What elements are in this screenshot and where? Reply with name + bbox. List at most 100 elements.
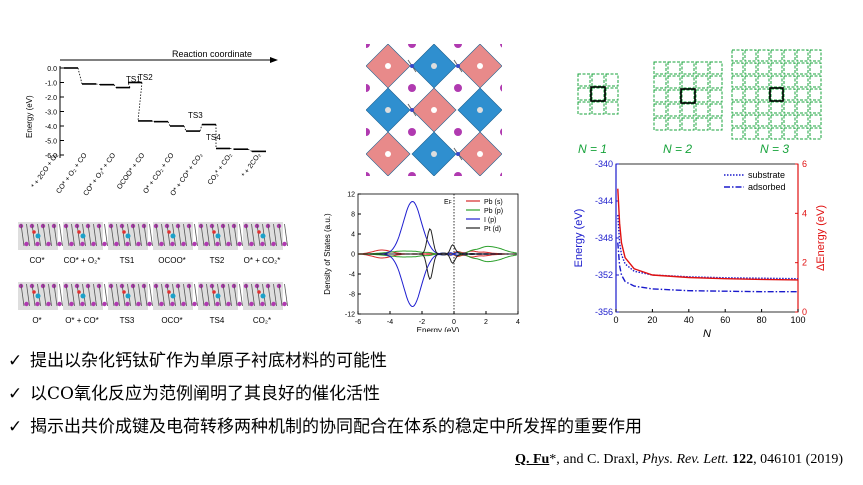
- grid-cell: [681, 103, 695, 117]
- bond: [233, 223, 238, 247]
- structure-snapshot: [243, 222, 288, 250]
- grid-cell: [809, 114, 822, 127]
- grid-cell: [770, 127, 783, 140]
- grid-cell: [757, 127, 770, 140]
- bond: [98, 283, 103, 307]
- bond: [211, 223, 216, 247]
- bond: [132, 223, 137, 247]
- iodine-atom: [46, 241, 51, 247]
- grid-cell: [796, 75, 809, 88]
- grid-cell: [796, 101, 809, 114]
- grid-cell: [653, 61, 667, 75]
- bond: [239, 223, 243, 247]
- grid-cell: [731, 75, 744, 88]
- pt-atom: [260, 233, 266, 239]
- iodine-atom: [192, 241, 197, 247]
- grid-cell: [709, 117, 723, 131]
- energy-connector: [167, 121, 171, 127]
- structure-snapshot: [63, 282, 108, 310]
- ts-label: TS3: [188, 111, 203, 120]
- grid-cell: [577, 101, 591, 115]
- iodine-atom: [500, 44, 502, 48]
- grid-cell: [591, 73, 605, 87]
- iodine-atom: [46, 301, 51, 307]
- bond: [278, 283, 283, 307]
- grid-cell: [653, 89, 667, 103]
- grid-cell: [757, 49, 770, 62]
- iodine-atom: [136, 301, 141, 307]
- energy-connector: [183, 125, 187, 132]
- grid-cell: [796, 62, 809, 75]
- bond: [116, 223, 120, 247]
- y2-tick-label: 2: [802, 258, 807, 268]
- supercell-grids: [577, 49, 822, 140]
- center-atom: [385, 107, 391, 113]
- bond: [188, 283, 193, 307]
- structure-snapshot: [108, 222, 153, 250]
- iodine-atom: [102, 241, 107, 247]
- pt-atom: [80, 293, 86, 299]
- bond: [121, 283, 126, 307]
- grid-cell: [709, 61, 723, 75]
- bullet-text: 提出以杂化钙钛矿作为单原子衬底材料的可能性: [30, 351, 387, 371]
- structure-label: TS3: [119, 316, 135, 325]
- iodine-atom: [408, 84, 416, 92]
- oxygen-atom: [257, 290, 261, 294]
- grid-cell: [796, 114, 809, 127]
- grid-cell: [770, 75, 783, 88]
- iodine-atom: [170, 241, 175, 247]
- pt-atom: [35, 293, 41, 299]
- oxygen-atom: [77, 290, 81, 294]
- x-tick-label: -4: [387, 319, 393, 326]
- iodine-atom: [226, 241, 231, 247]
- iodine-atom: [408, 128, 416, 136]
- grid-cell: [796, 49, 809, 62]
- bond: [273, 223, 277, 247]
- structure-snapshot: [243, 282, 288, 310]
- y-tick-label: -4: [349, 272, 355, 279]
- bond: [93, 223, 97, 247]
- energy-connector: [95, 83, 101, 86]
- oxygen-atom: [212, 230, 216, 234]
- grid-cell: [731, 127, 744, 140]
- bond: [71, 223, 75, 247]
- y-tick-label: 0: [351, 252, 355, 259]
- iodine-atom: [136, 241, 141, 247]
- legend-label: Pt (d): [484, 226, 501, 233]
- iodine-atom: [282, 301, 287, 307]
- series-line: [617, 214, 799, 280]
- grid-cell: [695, 61, 709, 75]
- check-icon: ✓: [8, 351, 23, 371]
- grid-cell: [770, 49, 783, 62]
- iodine-atom: [204, 241, 209, 247]
- state-label: CO₂* + CO₂: [206, 152, 234, 187]
- iodine-atom: [35, 241, 40, 247]
- bond: [251, 223, 255, 247]
- bond: [98, 223, 103, 247]
- bond: [110, 283, 115, 307]
- iodine-atom: [271, 241, 276, 247]
- bullet-2: ✓ 以CO氧化反应为范例阐明了其良好的催化活性: [8, 383, 380, 405]
- iodine-atom: [91, 301, 96, 307]
- iodine-atom: [80, 241, 85, 247]
- grid-cell: [783, 49, 796, 62]
- legend-label: I (p): [484, 217, 496, 224]
- x-tick-label: -6: [355, 319, 361, 326]
- x-tick-label: 2: [484, 319, 488, 326]
- bond: [143, 223, 148, 247]
- center-atom: [431, 63, 437, 69]
- bond: [233, 283, 238, 307]
- grid-cell: [757, 101, 770, 114]
- pt-atom: [125, 233, 131, 239]
- structure-snapshot: [153, 282, 198, 310]
- y-tick-label: -356: [595, 307, 613, 317]
- grid-cell: [796, 88, 809, 101]
- pt-atom: [125, 293, 131, 299]
- center-cell: [590, 86, 606, 102]
- legend-label: substrate: [748, 170, 785, 180]
- grid-cell: [695, 75, 709, 89]
- oxygen-atom: [122, 230, 126, 234]
- pt-atom: [170, 293, 176, 299]
- grid-cell: [744, 49, 757, 62]
- iodine-atom: [366, 84, 370, 92]
